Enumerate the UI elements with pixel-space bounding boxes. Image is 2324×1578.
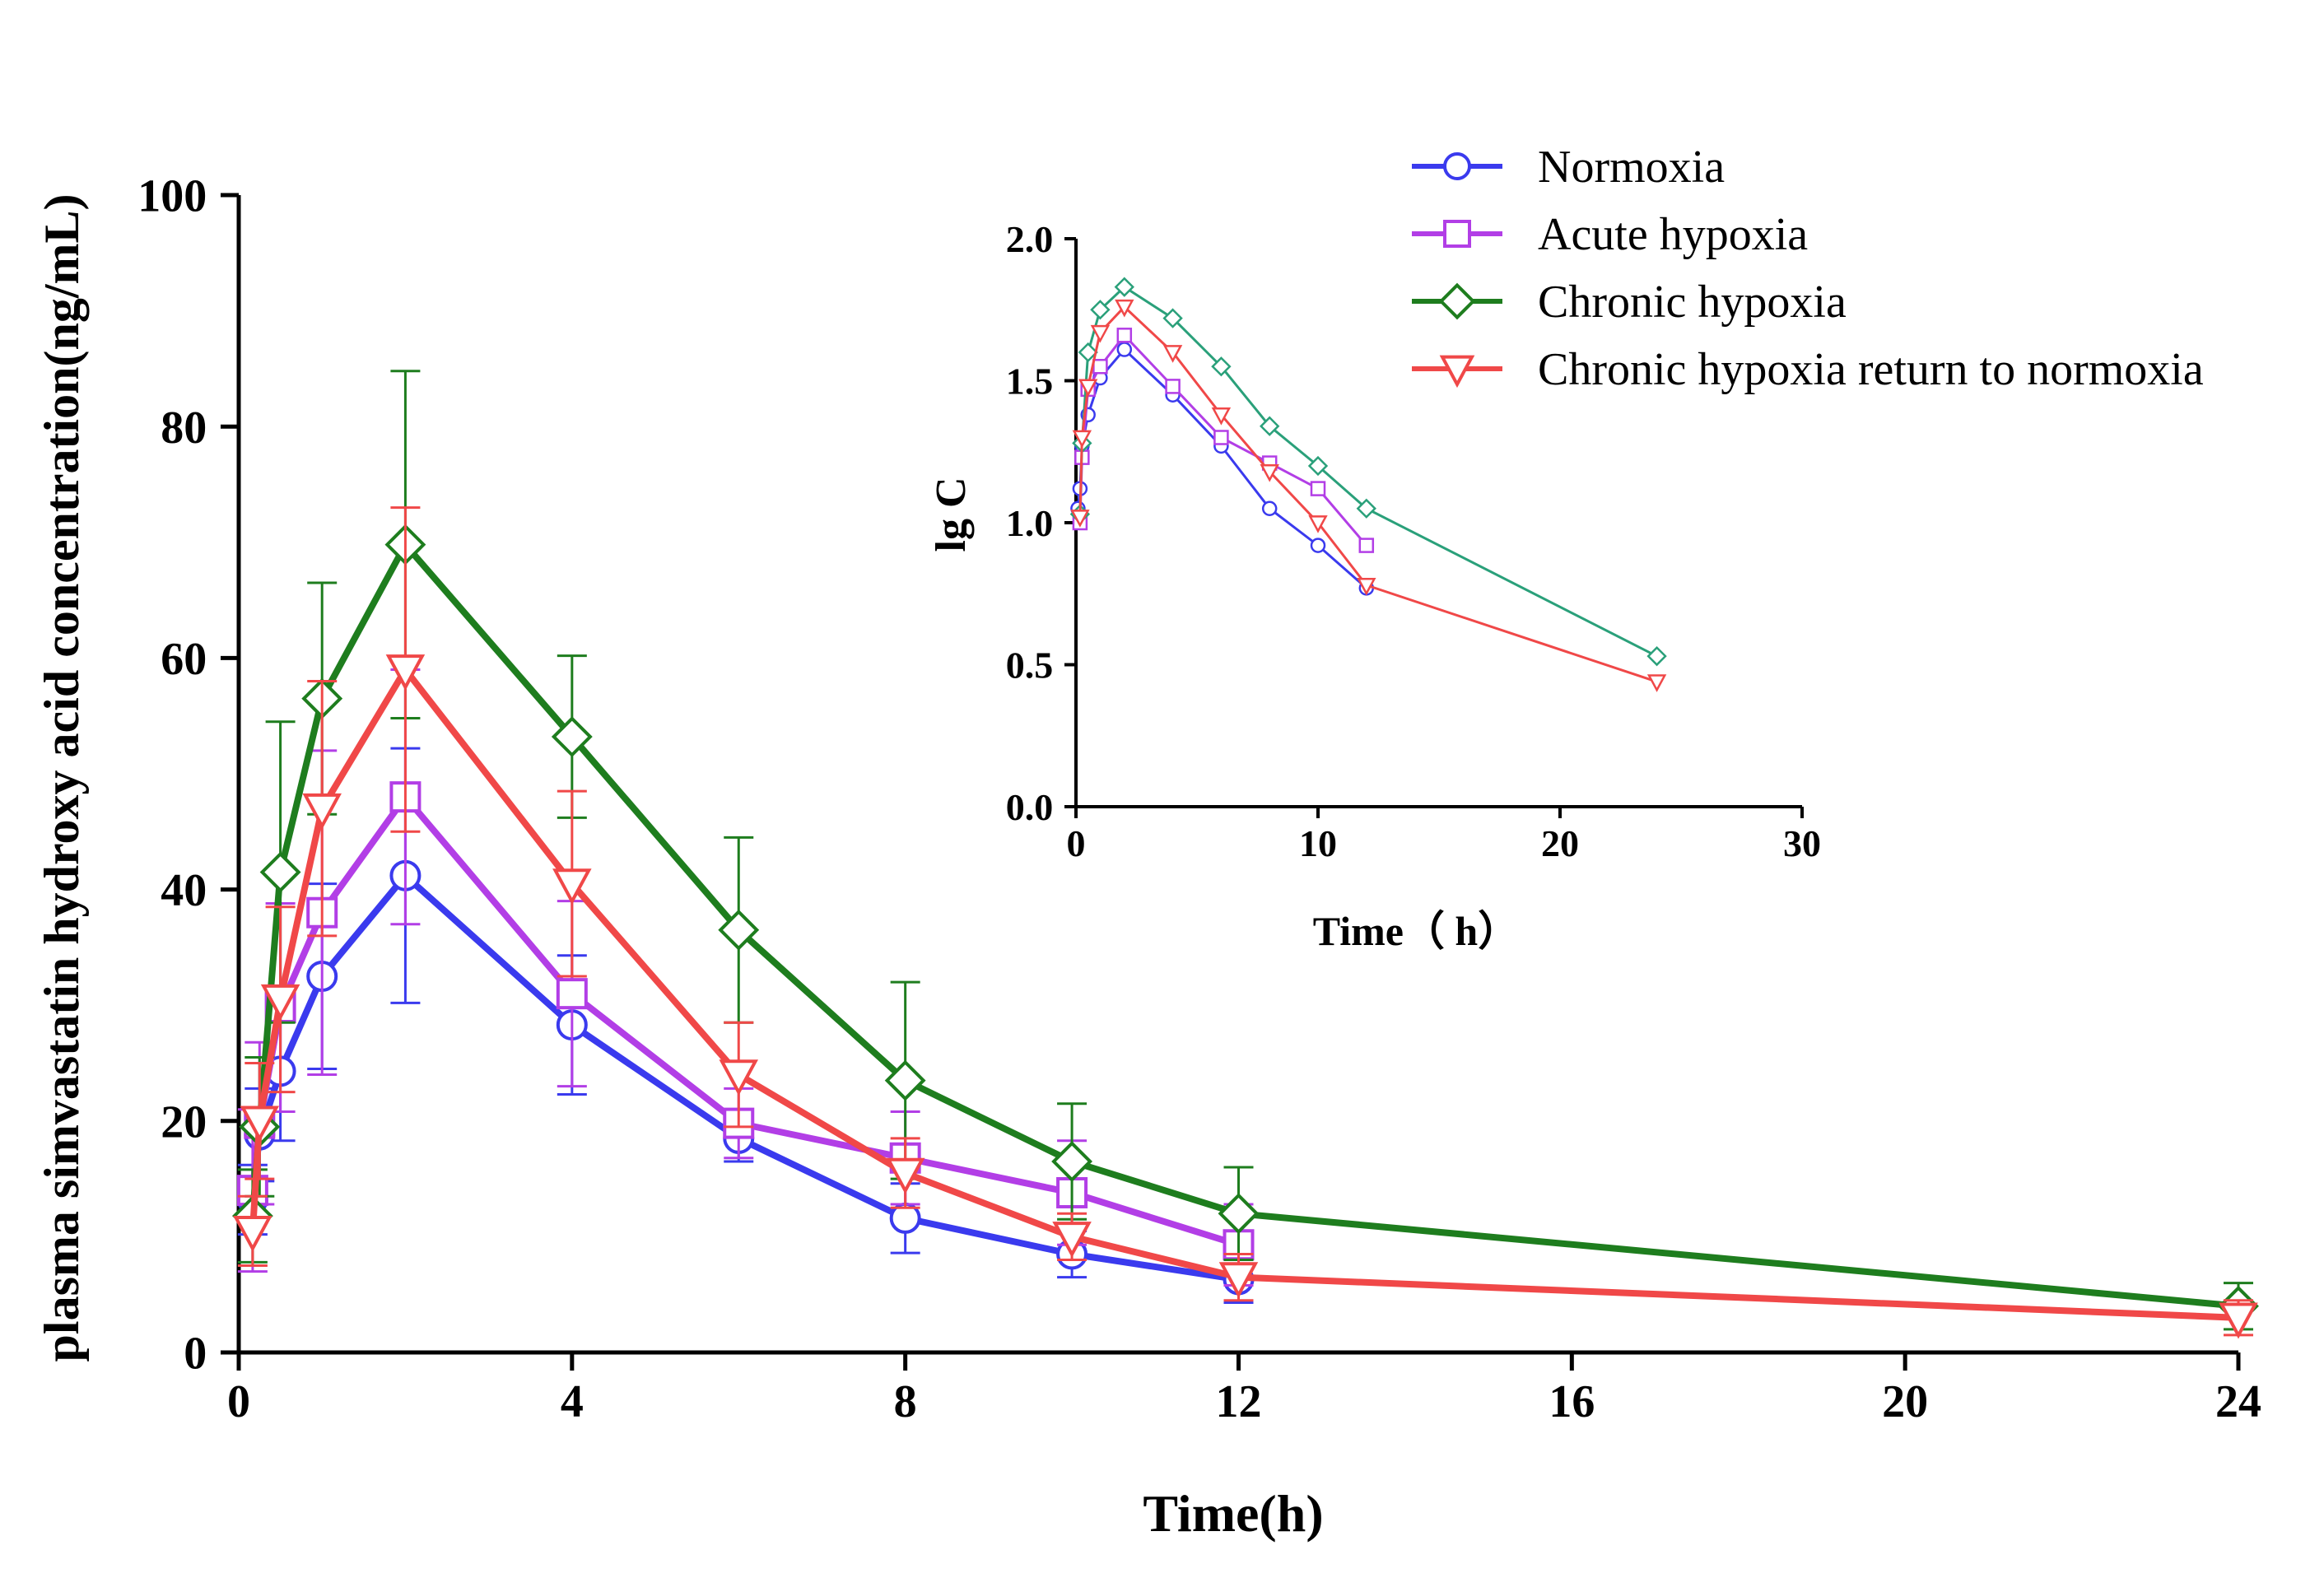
data-point <box>2219 1302 2258 1339</box>
data-point <box>1646 674 1667 692</box>
data-point <box>1070 510 1090 528</box>
main-x-axis-label: Time(h) <box>1143 1484 1323 1543</box>
inset-x-tick-label: 0 <box>1067 822 1086 864</box>
data-point <box>1211 356 1232 377</box>
data-point <box>260 984 300 1021</box>
data-point <box>1357 577 1376 596</box>
data-point <box>884 1059 926 1101</box>
legend-label: Normoxia <box>1538 142 1725 193</box>
data-point <box>885 1157 925 1194</box>
data-point <box>1092 359 1108 375</box>
main-x-tick-label: 24 <box>2215 1376 2261 1427</box>
data-point <box>1116 342 1133 357</box>
legend-entry: Acute hypoxia <box>1412 209 1808 260</box>
inset-x-tick-label: 20 <box>1541 822 1579 864</box>
inset-y-tick-label: 1.0 <box>1006 502 1054 544</box>
data-point <box>1260 416 1280 436</box>
inset-x-axis-label: Time（ h） <box>1313 908 1520 954</box>
inset-y-tick-label: 2.0 <box>1006 218 1054 260</box>
main-y-tick-label: 0 <box>184 1329 207 1380</box>
main-x-tick-label: 12 <box>1216 1376 1262 1427</box>
legend-entry: Normoxia <box>1412 142 1725 193</box>
data-point <box>1090 300 1111 320</box>
legend-entry: Chronic hypoxia <box>1412 277 1847 328</box>
data-point <box>552 868 592 905</box>
legend-marker <box>1438 282 1476 320</box>
data-point <box>551 716 593 757</box>
data-point <box>1218 1262 1259 1299</box>
main-x-tick-label: 0 <box>227 1376 250 1427</box>
data-point <box>1051 1141 1093 1182</box>
chart-legend: Normoxia Acute hypoxia Chronic hypoxia Chro… <box>1412 142 2204 395</box>
inset-x-tick-label: 30 <box>1783 822 1821 864</box>
data-point <box>240 1106 280 1143</box>
inset-x-tick-label: 10 <box>1299 822 1337 864</box>
data-point <box>1078 342 1098 363</box>
data-point <box>1213 430 1229 445</box>
data-point <box>1310 481 1326 496</box>
inset-y-tick-label: 0.0 <box>1006 786 1054 828</box>
data-point <box>1260 463 1279 482</box>
main-x-tick-label: 8 <box>894 1376 917 1427</box>
data-point <box>1078 379 1098 398</box>
main-y-tick-label: 80 <box>161 403 207 454</box>
data-point <box>1358 538 1375 553</box>
data-point <box>1090 324 1111 343</box>
data-point <box>1307 455 1329 477</box>
main-y-tick-label: 40 <box>161 865 207 916</box>
inset-series-layer <box>1069 277 1667 692</box>
main-x-tick-label: 20 <box>1882 1376 1928 1427</box>
data-point <box>1072 430 1092 449</box>
data-point <box>1165 379 1181 394</box>
main-y-axis-label: plasma simvastatin hydroxy acid concentr… <box>35 194 89 1362</box>
data-point <box>1646 645 1667 667</box>
inset-axes: 0 10 20 30 0.0 0.5 1.0 1.5 2.0 <box>1006 218 1821 864</box>
data-point <box>1162 308 1183 328</box>
legend-entry: Chronic hypoxia return to normoxia <box>1412 344 2204 395</box>
legend-marker <box>1443 152 1471 180</box>
data-point <box>233 1216 272 1252</box>
data-point <box>1218 1193 1260 1235</box>
data-point <box>1114 277 1134 297</box>
data-point <box>1211 407 1232 426</box>
legend-marker <box>1439 355 1475 389</box>
data-point <box>385 654 426 691</box>
data-point <box>718 909 760 951</box>
inset-y-tick-label: 0.5 <box>1006 645 1054 687</box>
main-y-tick-label: 60 <box>161 634 207 685</box>
main-x-tick-label: 16 <box>1549 1376 1595 1427</box>
data-point <box>556 978 588 1010</box>
data-point <box>1261 500 1278 516</box>
data-point <box>1052 1222 1092 1259</box>
legend-label: Acute hypoxia <box>1538 209 1808 260</box>
data-point <box>259 851 301 893</box>
data-point <box>719 1059 759 1096</box>
legend-marker <box>1443 220 1471 248</box>
data-point <box>1356 498 1376 519</box>
series-line <box>1078 333 1367 547</box>
inset-series-chronic-hypoxia-return-to-normoxia <box>1070 299 1667 692</box>
series-line <box>249 872 1240 1283</box>
main-y-tick-label: 100 <box>137 171 207 222</box>
data-point <box>1115 299 1134 318</box>
inset-y-tick-label: 1.5 <box>1006 361 1054 403</box>
legend-label: Chronic hypoxia return to normoxia <box>1538 344 2204 395</box>
main-series-layer <box>231 370 2259 1339</box>
data-point <box>1308 515 1328 533</box>
main-x-tick-label: 4 <box>561 1376 584 1427</box>
data-point <box>302 793 342 830</box>
main-y-tick-label: 20 <box>161 1096 207 1147</box>
inset-y-axis-label: lg C <box>928 477 975 552</box>
data-point <box>1162 345 1183 363</box>
legend-label: Chronic hypoxia <box>1538 277 1847 328</box>
data-point <box>1310 538 1326 553</box>
data-point <box>1116 328 1133 343</box>
main-series-chronic-hypoxia-return-to-normoxia <box>233 506 2258 1339</box>
